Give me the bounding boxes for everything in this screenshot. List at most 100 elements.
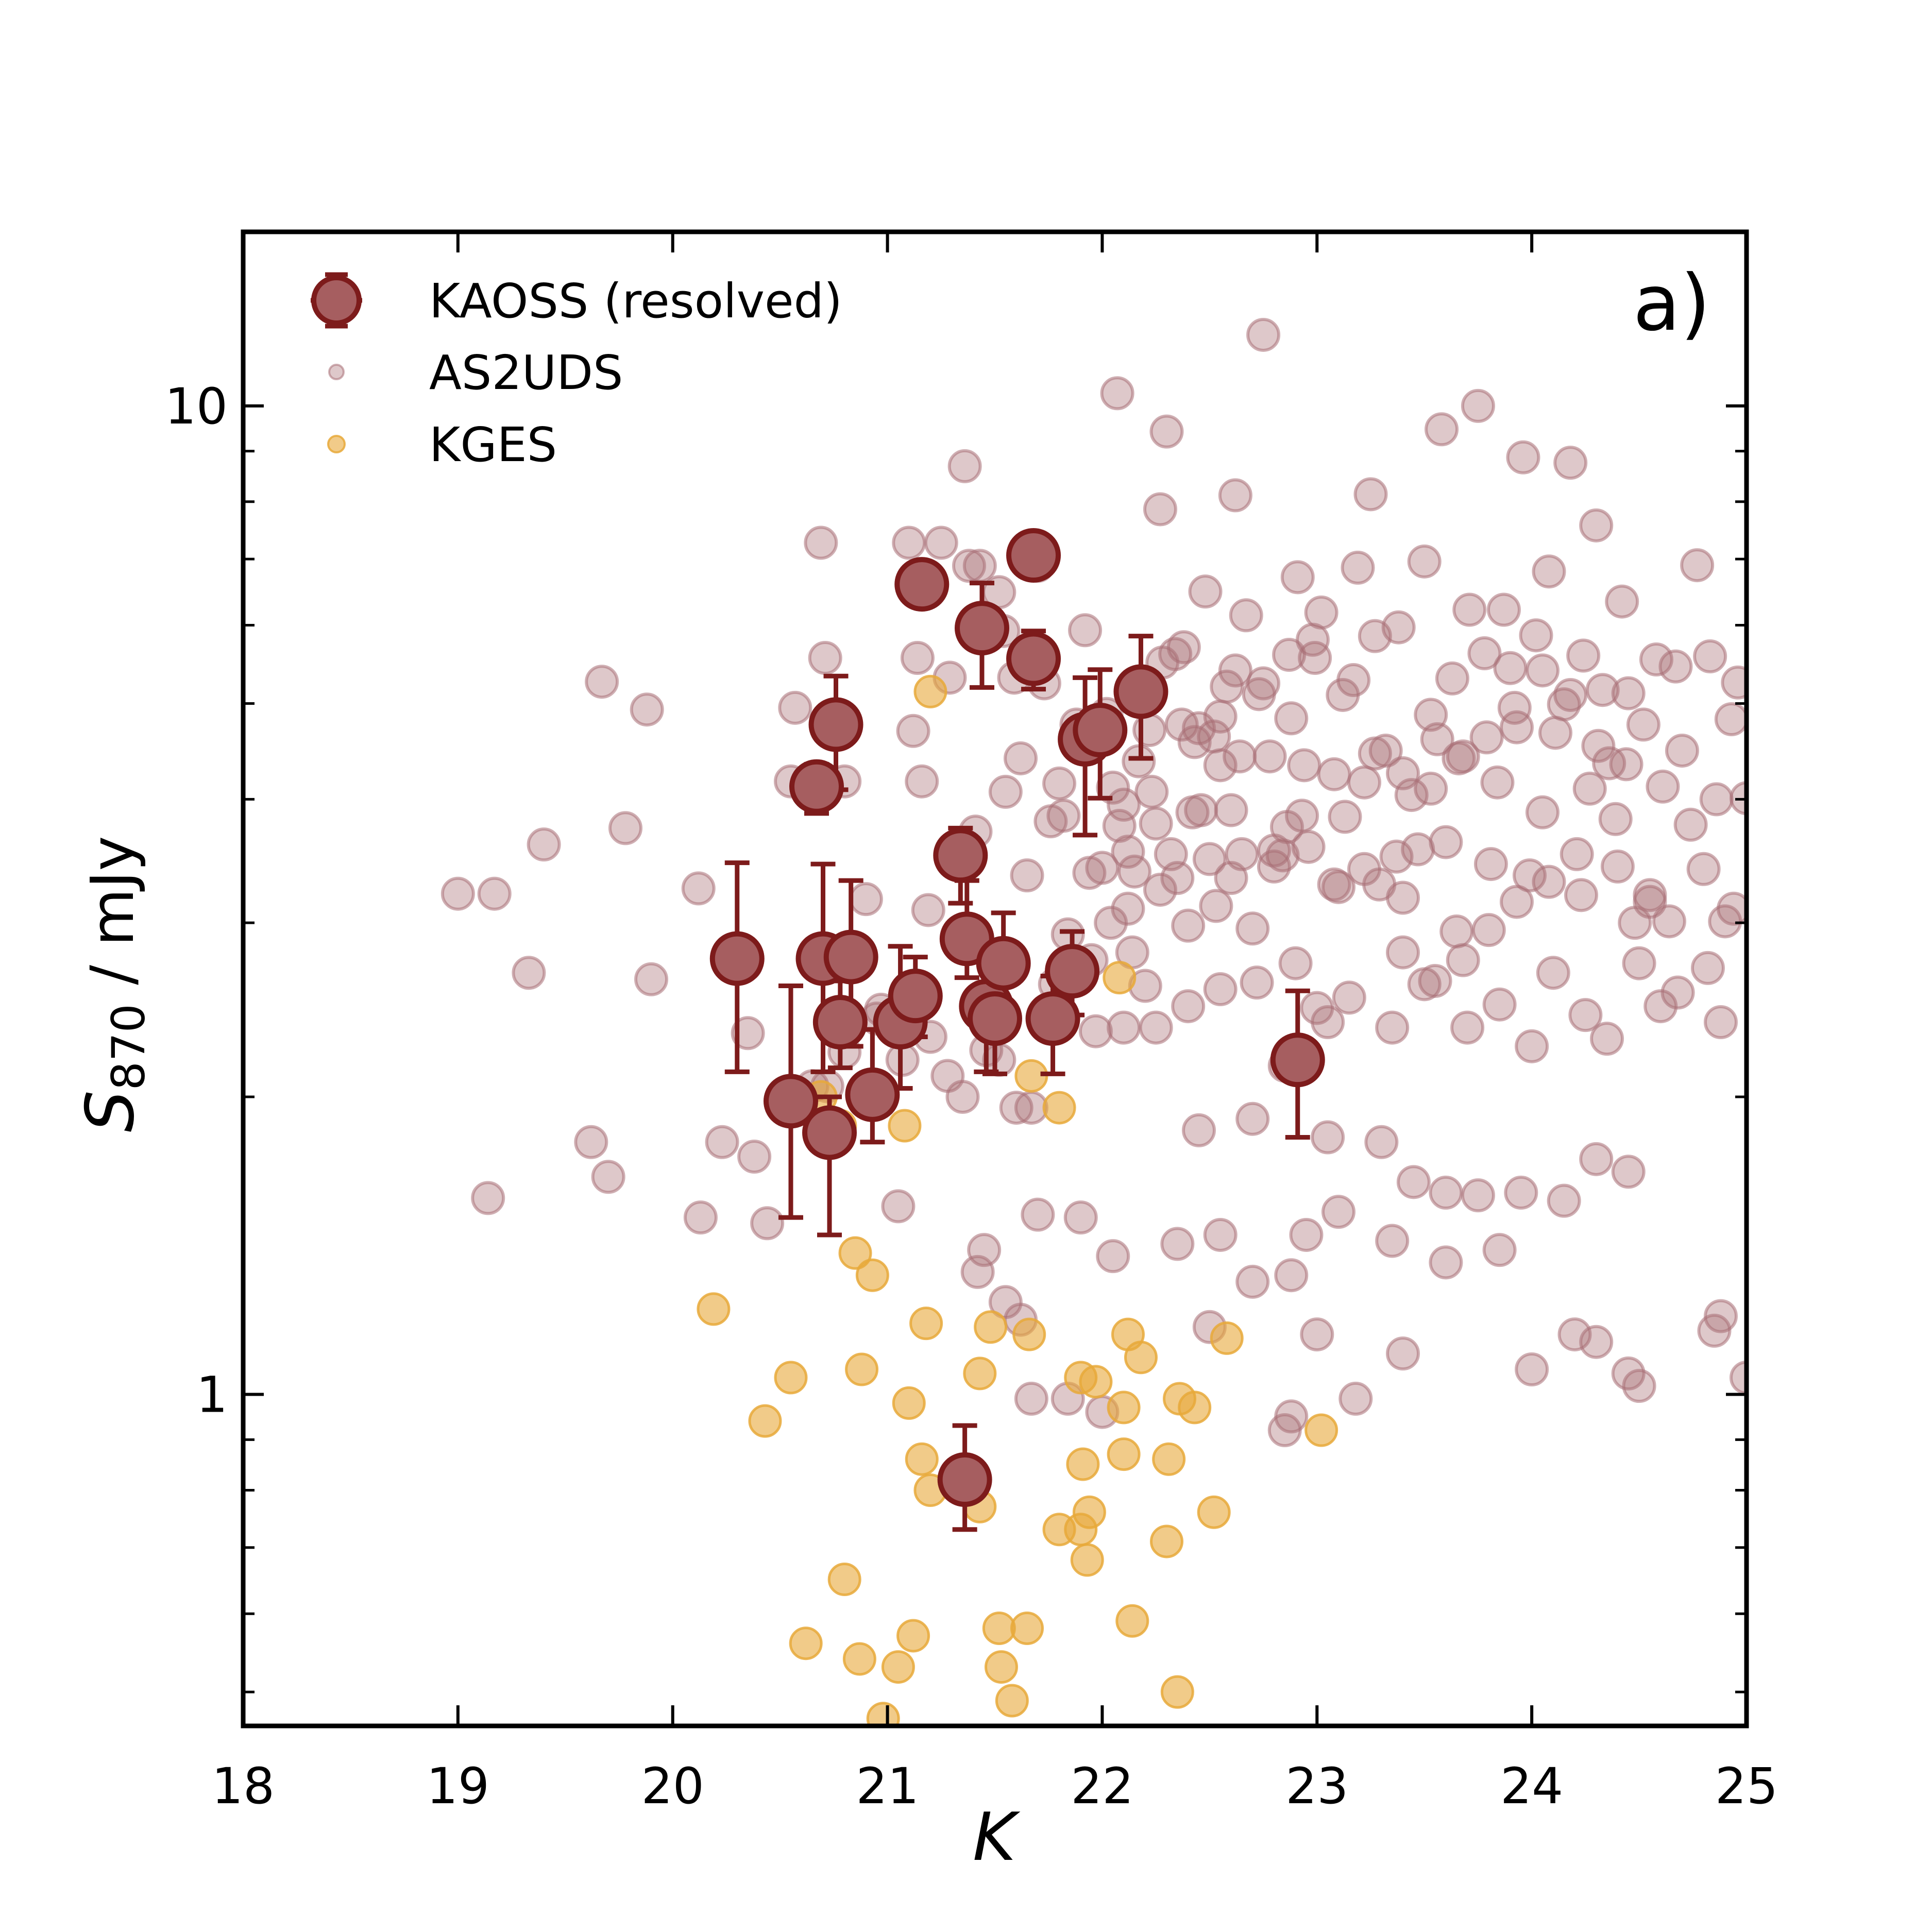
- as2uds-point: [1143, 872, 1177, 907]
- as2uds-point: [1673, 807, 1708, 842]
- kges-point: [697, 1292, 731, 1326]
- as2uds-point: [947, 449, 982, 483]
- as2uds-point: [1579, 1325, 1614, 1359]
- legend-as2uds-marker: [328, 364, 345, 380]
- as2uds-point: [1280, 560, 1315, 595]
- as2uds-point: [1166, 630, 1201, 665]
- kges-point: [1124, 1341, 1158, 1375]
- as2uds-point: [1295, 622, 1330, 657]
- kges-point: [888, 1109, 922, 1143]
- y-axis-label-main: S: [72, 1090, 149, 1132]
- as2uds-point: [527, 827, 561, 862]
- as2uds-point: [1499, 885, 1534, 919]
- as2uds-point: [1429, 1175, 1463, 1210]
- as2uds-point: [1046, 799, 1081, 833]
- as2uds-point: [1450, 1010, 1485, 1045]
- as2uds-point: [1532, 554, 1566, 589]
- as2uds-point: [1078, 1014, 1113, 1048]
- as2uds-point: [1461, 1178, 1495, 1213]
- as2uds-point: [1252, 739, 1287, 774]
- kaoss-point: [812, 995, 868, 1050]
- kges-point: [866, 1702, 900, 1726]
- as2uds-point: [1218, 478, 1252, 513]
- as2uds-point: [945, 1079, 980, 1114]
- as2uds-point: [1553, 677, 1588, 712]
- as2uds-point: [1300, 1317, 1334, 1352]
- kaoss-point: [1006, 528, 1061, 583]
- as2uds-point: [1332, 980, 1366, 1015]
- kges-point: [1210, 1321, 1244, 1355]
- as2uds-point: [1139, 1010, 1173, 1045]
- as2uds-point: [683, 1200, 718, 1235]
- as2uds-point: [1317, 757, 1351, 791]
- kges-point: [1066, 1447, 1100, 1481]
- as2uds-point: [1553, 446, 1588, 480]
- as2uds-point: [1660, 975, 1695, 1010]
- legend-kaoss-marker: [311, 275, 362, 326]
- as2uds-point: [1446, 943, 1480, 977]
- kges-point: [789, 1626, 823, 1660]
- as2uds-point: [1014, 1381, 1048, 1416]
- as2uds-point: [1504, 1175, 1538, 1210]
- as2uds-point: [1611, 676, 1646, 710]
- kaoss-point: [1045, 944, 1100, 999]
- kges-point: [1160, 1675, 1194, 1709]
- as2uds-point: [881, 1189, 916, 1224]
- as2uds-point: [1414, 771, 1448, 806]
- as2uds-point: [1658, 649, 1693, 684]
- legend: KAOSS (resolved) AS2UDS KGES: [311, 272, 842, 472]
- x-tick-label: 18: [212, 1757, 275, 1815]
- as2uds-point: [1134, 774, 1169, 809]
- as2uds-point: [1171, 989, 1206, 1024]
- as2uds-point: [1592, 746, 1626, 781]
- as2uds-point: [1600, 849, 1635, 884]
- as2uds-point: [681, 871, 716, 906]
- y-tick-label: 10: [165, 378, 228, 435]
- as2uds-point: [1107, 787, 1141, 822]
- legend-label-kaoss: KAOSS (resolved): [429, 274, 842, 329]
- kaoss-point: [968, 991, 1022, 1046]
- as2uds-point: [1068, 613, 1103, 648]
- kges-point: [1079, 1365, 1113, 1399]
- as2uds-point: [630, 692, 664, 727]
- as2uds-point: [1214, 793, 1248, 827]
- y-axis-label-unit: / mJy: [78, 836, 147, 1004]
- kges-point: [838, 1236, 872, 1270]
- kges-point: [842, 1642, 876, 1676]
- as2uds-point: [634, 962, 669, 996]
- kaoss-point: [763, 1074, 818, 1129]
- as2uds-point: [1149, 414, 1184, 449]
- as2uds-point: [1246, 666, 1281, 701]
- as2uds-point: [1643, 989, 1678, 1024]
- as2uds-point: [1171, 908, 1206, 943]
- as2uds-point: [585, 665, 619, 699]
- kges-point: [1010, 1611, 1044, 1645]
- as2uds-point: [737, 1140, 772, 1174]
- x-tick-label: 23: [1285, 1757, 1348, 1815]
- kges-point: [1178, 1391, 1212, 1425]
- as2uds-point: [1386, 1336, 1420, 1371]
- as2uds-point: [1177, 725, 1212, 759]
- kaoss-point: [933, 828, 988, 883]
- as2uds-point: [808, 640, 842, 675]
- x-tick-label: 19: [427, 1757, 489, 1815]
- as2uds-point: [1021, 1197, 1055, 1232]
- as2uds-point: [1622, 946, 1656, 980]
- as2uds-point: [1096, 770, 1130, 805]
- as2uds-point: [574, 1125, 608, 1159]
- as2uds-point: [1321, 1195, 1355, 1229]
- as2uds-point: [1538, 716, 1572, 750]
- panel-label: a): [1633, 259, 1710, 348]
- as2uds-point: [1564, 878, 1599, 912]
- kges-point: [1072, 1495, 1106, 1529]
- as2uds-point: [471, 1181, 505, 1215]
- as2uds-point: [952, 549, 986, 583]
- as2uds-point: [1557, 1317, 1592, 1352]
- x-tick-label: 20: [641, 1757, 704, 1815]
- as2uds-point: [1085, 851, 1120, 885]
- as2uds-point: [1429, 825, 1463, 859]
- as2uds-point: [1225, 837, 1259, 871]
- as2uds-point: [1493, 651, 1528, 685]
- kaoss-point: [937, 1452, 992, 1507]
